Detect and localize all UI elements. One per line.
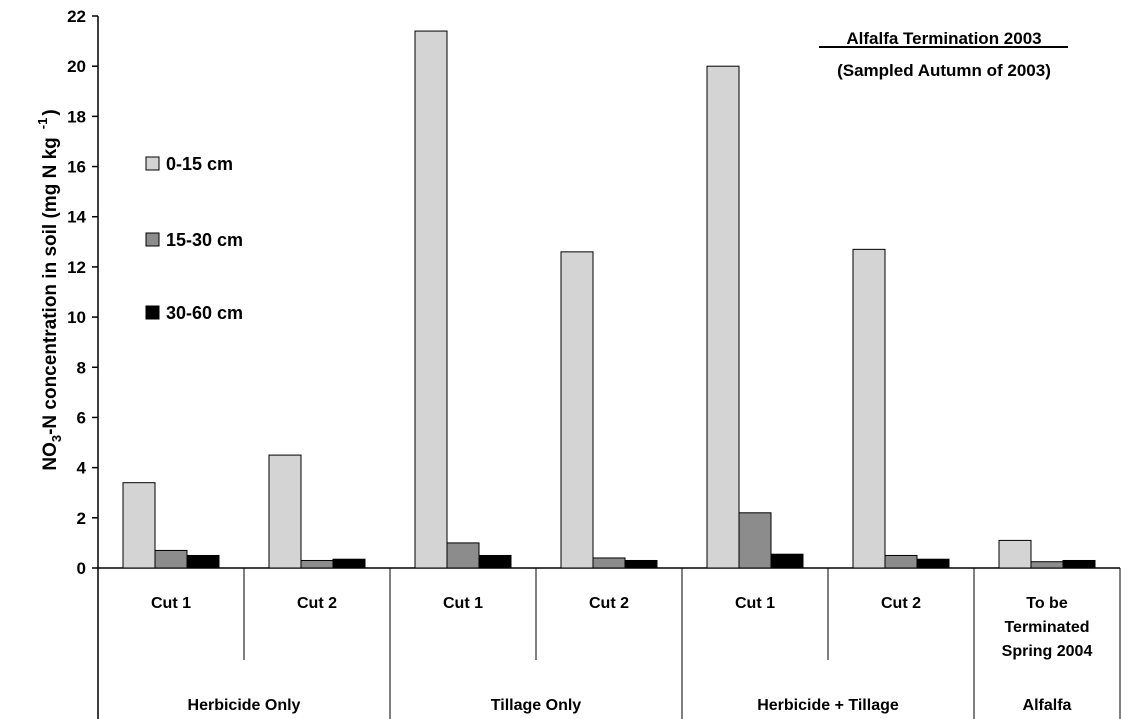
- x-group-label: Herbicide + Tillage: [757, 697, 899, 714]
- y-tick-label: 20: [67, 57, 86, 76]
- y-axis-label-part1: NO: [40, 442, 61, 471]
- axes: [97, 16, 1121, 719]
- y-ticks: 0 2 4 6 8 10 12 14 16 18 20 22: [67, 7, 98, 578]
- y-tick-label: 6: [77, 408, 86, 427]
- bar: [738, 512, 772, 569]
- bar: [770, 553, 804, 569]
- bar: [916, 558, 950, 569]
- bar: [998, 539, 1032, 569]
- legend-swatch: [145, 156, 160, 171]
- legend: 0-15 cm 15-30 cm 30-60 cm: [145, 154, 243, 323]
- bar: [706, 65, 740, 569]
- bar: [884, 554, 918, 569]
- y-axis-label-sup: -1: [35, 118, 50, 130]
- bar: [446, 542, 480, 569]
- y-axis-label-part3: ): [40, 109, 61, 115]
- y-tick-label: 10: [67, 308, 86, 327]
- y-tick-label: 8: [77, 358, 86, 377]
- y-tick-label: 4: [77, 459, 87, 478]
- bar: [186, 554, 220, 569]
- x-group-label: Alfalfa: [1023, 697, 1072, 714]
- bar: [478, 554, 512, 569]
- y-tick-label: 2: [77, 509, 86, 528]
- bar: [852, 248, 886, 569]
- x-category-label: Cut 1: [443, 595, 483, 612]
- y-axis-label-part2: -N concentration in soil (mg N kg: [40, 137, 61, 435]
- bar: [154, 549, 188, 569]
- legend-swatch: [145, 305, 160, 320]
- y-tick-label: 14: [67, 208, 86, 227]
- y-axis-label: NO3-N concentration in soil (mg N kg -1): [35, 109, 64, 470]
- legend-swatch: [145, 232, 160, 247]
- y-tick-label: 0: [77, 559, 86, 578]
- x-category-label: To be: [1026, 595, 1068, 612]
- x-category-label: Cut 2: [297, 595, 337, 612]
- x-category-labels: Cut 1 Cut 2 Cut 1 Cut 2 Cut 1 Cut 2 To be Termi…: [151, 595, 1092, 660]
- bar: [268, 454, 302, 569]
- y-axis-label-sub: 3: [49, 435, 64, 442]
- x-group-label: Tillage Only: [491, 697, 582, 714]
- x-group-label: Herbicide Only: [188, 697, 301, 714]
- y-tick-label: 12: [67, 258, 86, 277]
- bar: [300, 559, 334, 569]
- x-category-label: Cut 1: [151, 595, 191, 612]
- bar: [1062, 559, 1096, 569]
- svg-text:NO3-N concentration in soil (m: NO3-N concentration in soil (mg N kg -1): [35, 109, 64, 470]
- chart-title: Alfalfa Termination 2003: [846, 29, 1041, 48]
- legend-label: 0-15 cm: [166, 154, 233, 174]
- bar: [592, 557, 626, 569]
- x-category-label: Cut 2: [881, 595, 921, 612]
- x-category-label: Terminated: [1004, 619, 1089, 636]
- x-group-labels: Herbicide Only Tillage Only Herbicide + Ti…: [188, 697, 1072, 714]
- bar: [122, 482, 156, 569]
- x-category-label: Cut 2: [589, 595, 629, 612]
- legend-label: 30-60 cm: [166, 303, 243, 323]
- x-category-label: Spring 2004: [1002, 643, 1093, 660]
- chart-subtitle: (Sampled Autumn of 2003): [837, 61, 1051, 80]
- bars: [122, 30, 1096, 569]
- bar: [560, 251, 594, 569]
- chart-title-block: Alfalfa Termination 2003 (Sampled Autumn…: [819, 29, 1068, 80]
- bar: [1030, 561, 1064, 569]
- y-tick-label: 18: [67, 107, 86, 126]
- y-tick-label: 16: [67, 158, 86, 177]
- y-tick-label: 22: [67, 7, 86, 26]
- bar: [624, 559, 658, 569]
- x-category-label: Cut 1: [735, 595, 775, 612]
- bar: [332, 558, 366, 569]
- legend-label: 15-30 cm: [166, 230, 243, 250]
- bar: [414, 30, 448, 569]
